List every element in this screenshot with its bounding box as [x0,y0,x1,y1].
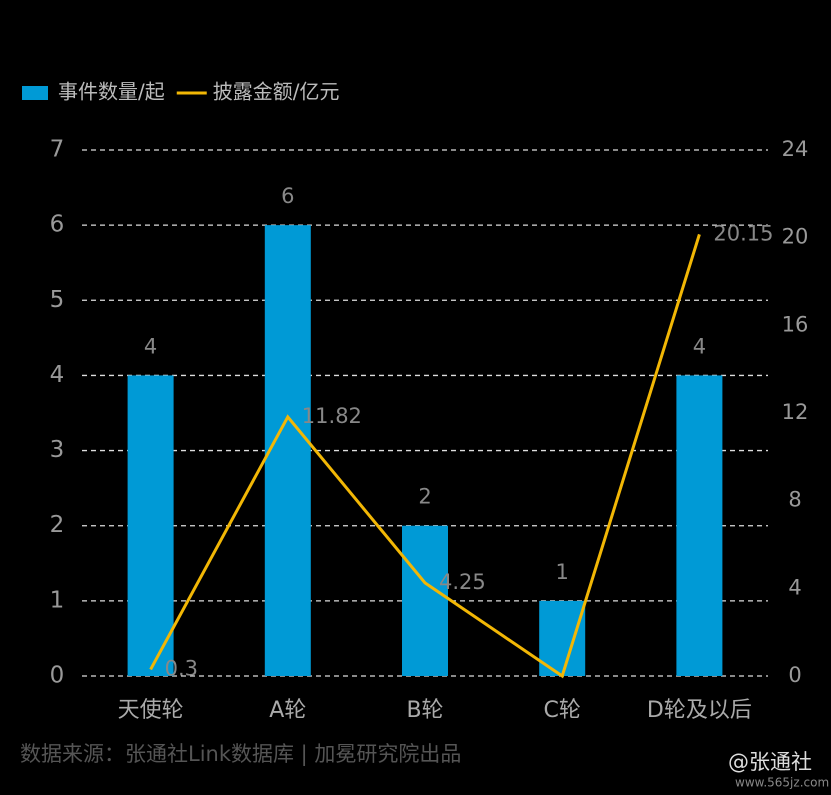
bar-value-label: 4 [693,334,706,358]
bar-value-label: 6 [281,184,294,208]
line-value-label: 20.15 [713,221,773,245]
bar-value-label: 2 [418,485,431,509]
bar-value-label: 1 [556,560,569,584]
bar [676,375,723,676]
y-tick-label: 7 [50,137,65,163]
x-tick-label: B轮 [406,698,443,723]
x-tick-label: D轮及以后 [647,698,752,723]
y2-tick-label: 0 [788,663,801,687]
y-tick-label: 2 [50,512,65,538]
source: 数据来源：张通社Link数据库 | 加冕研究院出品 [20,742,461,767]
line [149,233,701,679]
y2-tick-label: 24 [782,137,809,161]
line-value-label: 11.82 [302,404,362,428]
y2-tick-label: 4 [788,575,801,599]
x-tick-label: C轮 [544,698,581,723]
legend-swatch [22,86,48,100]
bar [127,375,174,676]
y2-tick-label: 12 [782,400,809,424]
y2-tick-label: 8 [788,488,801,512]
x-tick-label: A轮 [269,698,306,723]
y2-tick-label: 16 [782,312,809,336]
bar [264,225,311,676]
y-tick-label: 6 [50,212,65,238]
legend-label: 事件数量/起 [58,80,165,104]
y-tick-label: 0 [50,663,65,689]
line-value-label: 0.3 [165,656,198,680]
bar [539,600,586,676]
y-tick-label: 1 [50,587,65,613]
x-tick-label: 天使轮 [118,698,184,723]
line-value-label: 4.25 [439,570,486,594]
y-tick-label: 4 [50,362,65,388]
watermark: www.565jz.com [735,776,829,790]
legend-label: 披露金额/亿元 [213,80,340,104]
watermark: @张通社 [728,750,812,774]
bar-value-label: 4 [144,334,157,358]
bar [402,525,448,676]
y-tick-label: 3 [50,437,65,463]
y-tick-label: 5 [50,287,65,313]
y2-tick-label: 20 [782,225,809,249]
